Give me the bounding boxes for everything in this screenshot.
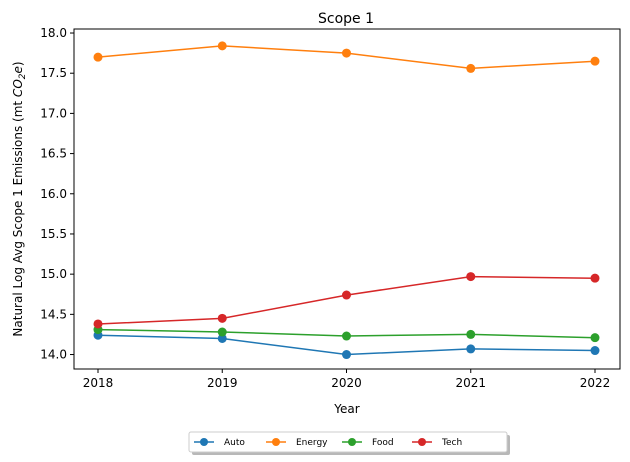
data-point-energy <box>590 56 600 66</box>
plot-frame <box>73 28 621 370</box>
legend-label-auto: Auto <box>224 438 245 448</box>
legend: Auto Energy Food Tech <box>188 431 510 455</box>
y-axis: 14.0 14.5 15.0 15.5 16.0 16.5 17.0 17.5 18.0 <box>40 26 74 362</box>
y-axis-label-prefix: Natural Log Avg Scope 1 Emissions (mt <box>11 97 25 337</box>
legend-label-tech: Tech <box>441 438 462 448</box>
y-tick-label: 15.5 <box>40 227 67 241</box>
legend-marker-energy <box>272 438 280 446</box>
legend-items: Auto Energy Food Tech <box>194 438 462 448</box>
data-point-food <box>590 333 600 343</box>
data-point-auto <box>590 346 600 356</box>
data-point-auto <box>342 350 351 360</box>
legend-marker-auto <box>200 438 208 446</box>
legend-marker-tech <box>418 438 426 446</box>
y-tick-label: 16.5 <box>40 147 67 161</box>
data-point-tech <box>590 273 600 283</box>
data-point-food <box>342 331 351 341</box>
y-axis-label: Natural Log Avg Scope 1 Emissions (mt CO… <box>11 61 28 336</box>
legend-label-energy: Energy <box>296 438 328 448</box>
y-axis-label-e: e <box>11 66 25 73</box>
data-point-food <box>466 329 476 339</box>
y-tick-label: 17.5 <box>40 66 67 80</box>
x-axis: 2018 2019 2020 2021 2022 <box>83 369 611 390</box>
y-tick-label: 18.0 <box>40 26 67 40</box>
data-point-tech <box>342 290 351 300</box>
data-point-energy <box>217 41 227 51</box>
y-tick-label: 17.0 <box>40 106 67 120</box>
plot-area: 14.0 14.5 15.0 15.5 16.0 16.5 17.0 17.5 18.0 201… <box>40 26 621 390</box>
x-tick-label: 2020 <box>331 376 362 390</box>
x-tick-label: 2022 <box>580 376 611 390</box>
y-axis-label-co: CO <box>11 79 25 97</box>
x-tick-label: 2018 <box>83 376 114 390</box>
y-tick-label: 14.5 <box>40 307 67 321</box>
series-line-tech <box>97 275 596 325</box>
data-point-food <box>217 327 227 337</box>
x-tick-label: 2019 <box>207 376 238 390</box>
data-point-tech <box>217 313 227 323</box>
y-tick-label: 14.0 <box>40 348 67 362</box>
data-point-energy <box>466 63 476 73</box>
data-point-energy <box>93 52 103 62</box>
data-point-auto <box>466 344 476 354</box>
series-lines <box>93 41 600 360</box>
data-point-tech <box>466 272 476 282</box>
y-tick-label: 16.0 <box>40 187 67 201</box>
y-tick-label: 15.0 <box>40 267 67 281</box>
legend-marker-food <box>348 438 356 446</box>
y-axis-label-suffix: ) <box>11 61 25 66</box>
legend-label-food: Food <box>372 438 394 448</box>
data-point-auto <box>217 333 227 343</box>
x-tick-label: 2021 <box>455 376 486 390</box>
data-point-tech <box>93 319 103 329</box>
chart-title: Scope 1 <box>318 11 374 27</box>
y-axis-label-sub: 2 <box>18 73 28 79</box>
data-point-energy <box>342 48 351 58</box>
x-axis-label: Year <box>333 402 359 416</box>
